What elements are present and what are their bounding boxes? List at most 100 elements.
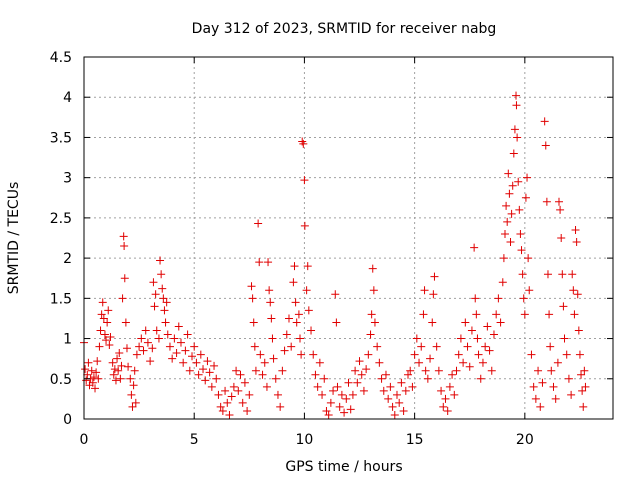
data-point [109, 370, 118, 379]
data-point [489, 330, 498, 339]
data-point [232, 366, 241, 375]
data-point [94, 374, 103, 383]
data-point [445, 382, 454, 391]
data-point [512, 91, 521, 100]
data-point [351, 366, 360, 375]
data-point [205, 368, 214, 377]
data-point [114, 366, 123, 375]
data-point [318, 390, 327, 399]
data-point [448, 370, 457, 379]
data-point [443, 406, 452, 415]
data-point [245, 390, 254, 399]
data-point [81, 365, 90, 374]
data-point [560, 334, 569, 343]
data-point [146, 357, 155, 366]
data-point [199, 365, 208, 374]
data-point [523, 173, 532, 182]
data-point [302, 286, 311, 295]
data-point [247, 282, 256, 291]
data-point [188, 352, 197, 361]
data-point [119, 232, 128, 241]
x-tick-label: 15 [406, 432, 424, 448]
data-point [367, 310, 376, 319]
data-point [410, 350, 419, 359]
x-axis-label: GPS time / hours [285, 459, 402, 475]
data-point [392, 390, 401, 399]
data-point [337, 390, 346, 399]
data-point [496, 318, 505, 327]
data-point [419, 310, 428, 319]
data-point [92, 368, 101, 377]
y-axis-label: SRMTID / TECUs [6, 182, 22, 295]
data-point [141, 326, 150, 335]
data-point [160, 306, 169, 315]
data-point [162, 298, 171, 307]
data-point [234, 386, 243, 395]
data-point [377, 374, 386, 383]
data-point [514, 177, 523, 186]
data-point [454, 350, 463, 359]
data-point [342, 394, 351, 403]
data-point [284, 314, 293, 323]
data-point [150, 302, 159, 311]
data-point [148, 344, 157, 353]
data-point [452, 366, 461, 375]
data-point [524, 254, 533, 263]
data-point [386, 382, 395, 391]
data-point [421, 366, 430, 375]
data-point [525, 286, 534, 295]
y-tick-label: 1.5 [50, 291, 72, 307]
data-point [463, 342, 472, 351]
data-point [227, 392, 236, 401]
data-point [557, 234, 566, 242]
data-point [97, 310, 106, 319]
data-point [91, 384, 100, 393]
data-point [437, 386, 446, 395]
data-point [128, 402, 137, 411]
data-point [569, 286, 578, 295]
data-point [115, 349, 124, 358]
data-point [399, 406, 408, 415]
x-tick-label: 0 [80, 432, 89, 448]
data-point [243, 406, 252, 415]
data-point [420, 286, 429, 295]
data-point [481, 342, 490, 351]
data-point [149, 278, 158, 287]
data-point [176, 338, 185, 347]
data-point [161, 318, 170, 327]
data-point [510, 125, 519, 134]
data-point [249, 318, 258, 327]
data-point [575, 350, 584, 359]
data-point [192, 358, 201, 367]
data-point [461, 318, 470, 327]
data-point [276, 402, 285, 411]
data-point [181, 346, 190, 355]
data-point [322, 406, 331, 415]
data-point [395, 398, 404, 407]
data-point [329, 386, 338, 395]
data-point [415, 358, 424, 367]
data-point [520, 310, 529, 319]
y-tick-label: 3.5 [50, 130, 72, 146]
data-point [404, 370, 413, 379]
data-point [212, 374, 221, 383]
data-point [99, 314, 108, 323]
data-point [369, 286, 378, 295]
data-point [294, 310, 303, 319]
data-point [500, 229, 509, 238]
y-tick-label: 2.5 [50, 211, 72, 227]
data-point [105, 340, 114, 349]
data-point [260, 358, 269, 367]
data-point [168, 354, 177, 363]
data-point [340, 408, 349, 417]
data-point [543, 270, 552, 279]
data-point [296, 334, 305, 343]
data-point [300, 176, 309, 185]
data-point [139, 346, 148, 355]
data-point [476, 374, 485, 383]
data-point [348, 390, 357, 399]
data-point [559, 302, 568, 311]
data-point [152, 326, 161, 335]
data-point [297, 350, 306, 359]
